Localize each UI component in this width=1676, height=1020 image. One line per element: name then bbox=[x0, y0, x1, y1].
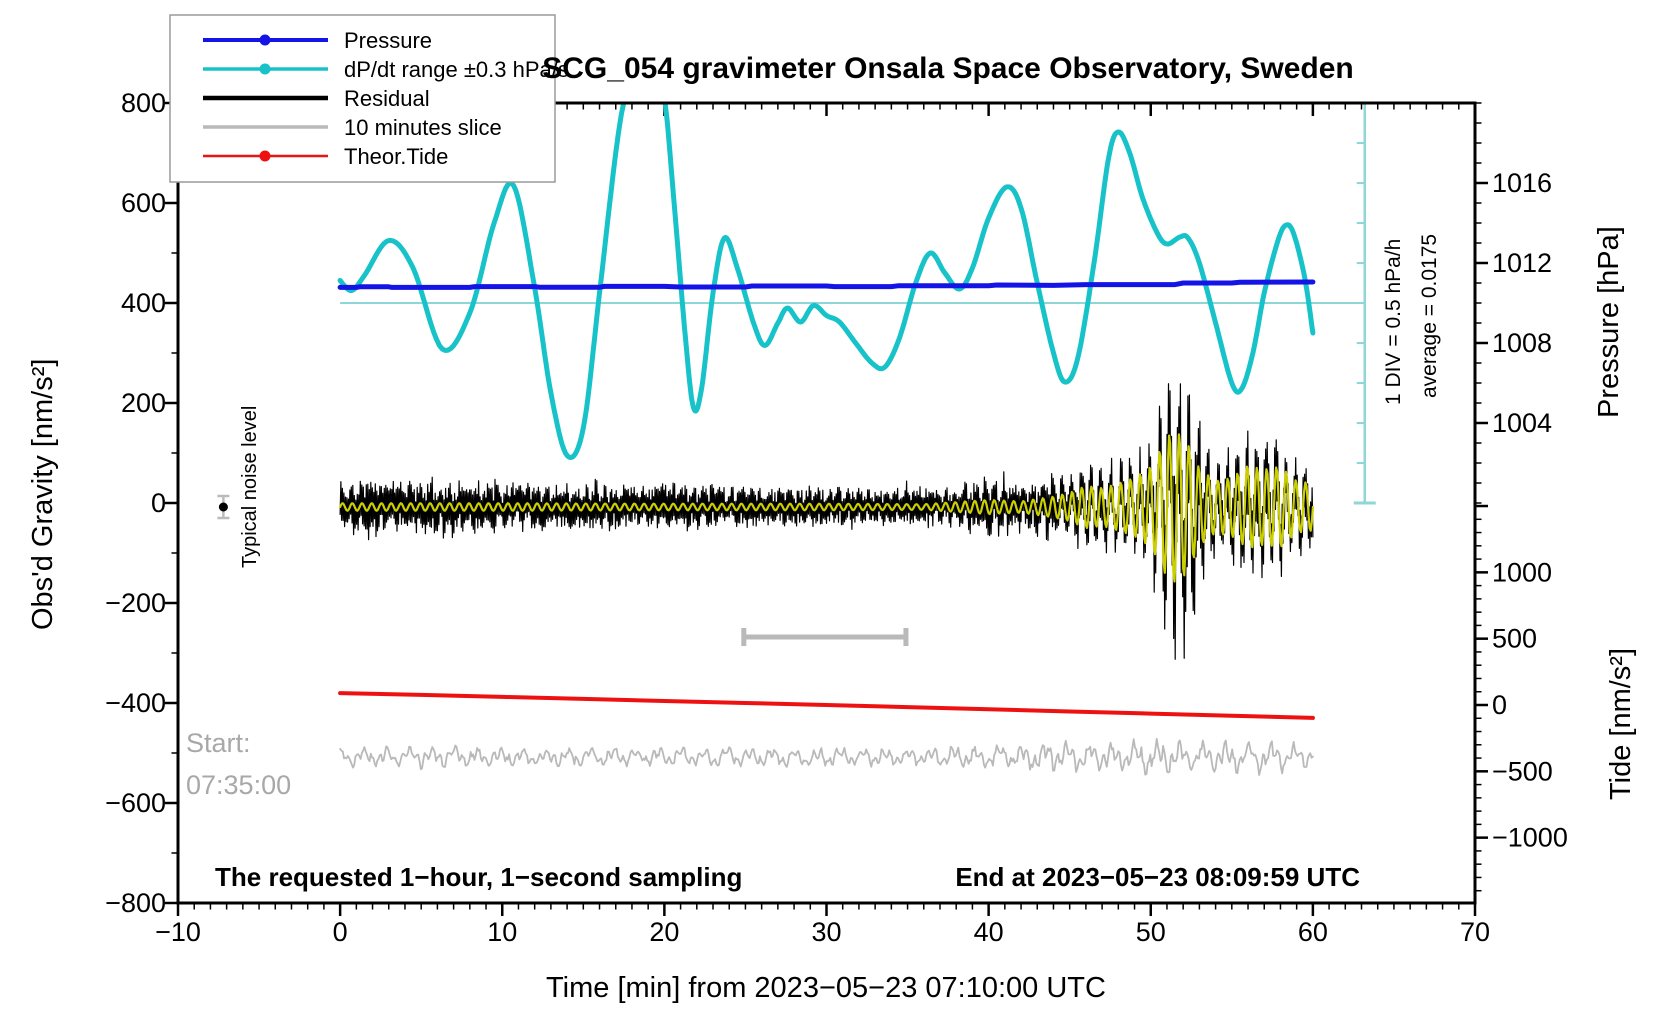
y-left-tick-label: −600 bbox=[105, 788, 166, 818]
tide-tick-label: 1000 bbox=[1492, 557, 1552, 587]
tide-axis-title: Tide [nm/s²] bbox=[1605, 648, 1637, 800]
x-tick-label: 60 bbox=[1298, 917, 1328, 947]
y-left-tick-label: 400 bbox=[121, 288, 166, 318]
legend-label: 10 minutes slice bbox=[344, 115, 502, 140]
end-time-note: End at 2023−05−23 08:09:59 UTC bbox=[955, 862, 1360, 892]
legend-marker-dot bbox=[259, 63, 271, 75]
typical-noise-label: Typical noise level bbox=[239, 406, 261, 568]
x-tick-label: 30 bbox=[811, 917, 841, 947]
pressure-axis-title: Pressure [hPa] bbox=[1593, 226, 1625, 418]
axes-layer: −10 0 10 20 30 40 50 60 70 −800 −600 −400 −200 0 200 40… bbox=[105, 88, 1568, 947]
x-tick-label: 40 bbox=[974, 917, 1004, 947]
noise-marker-dot bbox=[218, 502, 228, 512]
start-label: Start: bbox=[186, 728, 251, 758]
legend-label: Theor.Tide bbox=[344, 144, 448, 169]
x-tick-label: −10 bbox=[155, 917, 201, 947]
average-label: average = 0.0175 bbox=[1418, 234, 1441, 398]
sampling-note: The requested 1−hour, 1−second sampling bbox=[215, 862, 742, 892]
chart-title: SCG_054 gravimeter Onsala Space Observat… bbox=[542, 52, 1354, 85]
x-tick-label: 70 bbox=[1460, 917, 1490, 947]
series-ten-minutes-slice bbox=[339, 737, 1314, 776]
pressure-tick-label: 1012 bbox=[1492, 248, 1552, 278]
series-dpdt bbox=[337, 103, 1316, 460]
legend-label: dP/dt range ±0.3 hPa/s bbox=[344, 57, 569, 82]
legend-marker-dot bbox=[259, 34, 271, 46]
series-residual-filtered bbox=[339, 433, 1315, 583]
pressure-tick-label: 1004 bbox=[1492, 408, 1552, 438]
x-tick-label: 10 bbox=[487, 917, 517, 947]
y-left-tick-label: 600 bbox=[121, 188, 166, 218]
div-scale-label: 1 DIV = 0.5 hPa/h bbox=[1382, 239, 1405, 405]
start-time: 07:35:00 bbox=[186, 770, 291, 800]
tide-tick-label: −500 bbox=[1492, 756, 1553, 786]
pressure-tick-label: 1008 bbox=[1492, 328, 1552, 358]
pressure-tick-label: 1016 bbox=[1492, 168, 1552, 198]
overlay-layer bbox=[217, 494, 909, 646]
legend-label: Residual bbox=[344, 86, 430, 111]
tide-tick-label: 500 bbox=[1492, 624, 1537, 654]
legend-marker-dot bbox=[259, 150, 271, 162]
x-axis-title: Time [min] from 2023−05−23 07:10:00 UTC bbox=[546, 972, 1106, 1004]
x-tick-label: 0 bbox=[333, 917, 348, 947]
legend-label: Pressure bbox=[344, 28, 432, 53]
plot-frame bbox=[176, 101, 1477, 905]
left-axis-title: Obs'd Gravity [nm/s²] bbox=[27, 359, 59, 630]
y-left-tick-label: 200 bbox=[121, 388, 166, 418]
tide-tick-label: 0 bbox=[1492, 690, 1507, 720]
series-pressure bbox=[337, 279, 1316, 290]
x-tick-label: 20 bbox=[649, 917, 679, 947]
series-layer bbox=[337, 103, 1316, 776]
legend: Pressure dP/dt range ±0.3 hPa/s Residual 10… bbox=[169, 14, 569, 183]
y-left-tick-label: −400 bbox=[105, 688, 166, 718]
y-left-tick-label: 0 bbox=[151, 488, 166, 518]
series-theor-tide bbox=[338, 691, 1315, 720]
y-left-tick-label: −200 bbox=[105, 588, 166, 618]
tide-tick-label: −1000 bbox=[1492, 823, 1568, 853]
x-tick-label: 50 bbox=[1136, 917, 1166, 947]
y-left-tick-label: −800 bbox=[105, 888, 166, 918]
y-left-tick-label: 800 bbox=[121, 88, 166, 118]
